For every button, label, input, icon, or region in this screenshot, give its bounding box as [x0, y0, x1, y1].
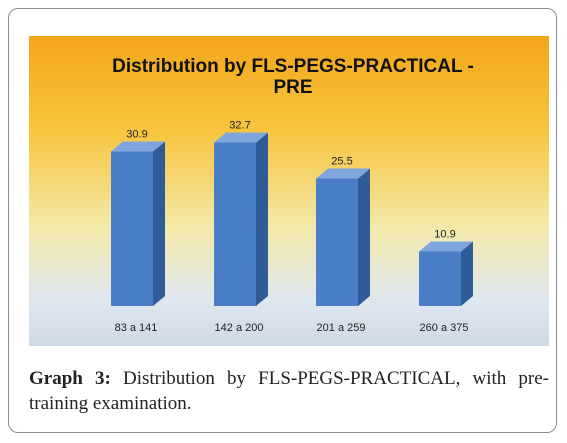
figure-frame: Distribution by FLS-PEGS-PRACTICAL - PRE … — [8, 8, 557, 433]
bar — [316, 168, 370, 306]
data-labels: 30.9 32.7 25.5 10.9 — [126, 120, 455, 241]
caption-label: Graph 3: — [29, 368, 111, 389]
bar — [214, 132, 268, 306]
x-tick-label: 83 a 141 — [115, 322, 158, 334]
bar — [111, 141, 165, 306]
chart-title-line: PRE — [273, 77, 312, 98]
bars — [111, 132, 473, 306]
bar-side — [461, 241, 473, 306]
x-tick-label: 260 a 375 — [420, 322, 469, 334]
bar-front — [316, 178, 358, 306]
chart-plot-area: Distribution by FLS-PEGS-PRACTICAL - PRE … — [29, 36, 549, 346]
x-tick-label: 142 a 200 — [215, 322, 264, 334]
data-label: 32.7 — [229, 120, 250, 132]
figure-caption: Graph 3: Distribution by FLS-PEGS-PRACTI… — [29, 366, 549, 416]
x-axis-tick-labels: 83 a 141 142 a 200 201 a 259 260 a 375 — [115, 322, 469, 334]
bar-side — [153, 141, 165, 306]
data-label: 30.9 — [126, 129, 147, 141]
bar-top — [316, 168, 370, 179]
bar-top — [214, 132, 268, 143]
bar-front — [214, 142, 256, 306]
x-tick-label: 201 a 259 — [317, 322, 366, 334]
bar-chart: Distribution by FLS-PEGS-PRACTICAL -PRE … — [111, 56, 474, 334]
data-label: 25.5 — [331, 156, 352, 168]
bar-top — [111, 141, 165, 152]
bar-side — [256, 132, 268, 306]
caption-text: Distribution by FLS-PEGS-PRACTICAL, with… — [29, 368, 549, 414]
bar-side — [358, 168, 370, 306]
bar — [419, 241, 473, 306]
data-label: 10.9 — [434, 229, 455, 241]
chart-title-line: Distribution by FLS-PEGS-PRACTICAL - — [112, 56, 474, 77]
chart-title: Distribution by FLS-PEGS-PRACTICAL -PRE — [112, 56, 474, 98]
bar-front — [419, 251, 461, 306]
bar-top — [419, 241, 473, 252]
bar-front — [111, 151, 153, 306]
